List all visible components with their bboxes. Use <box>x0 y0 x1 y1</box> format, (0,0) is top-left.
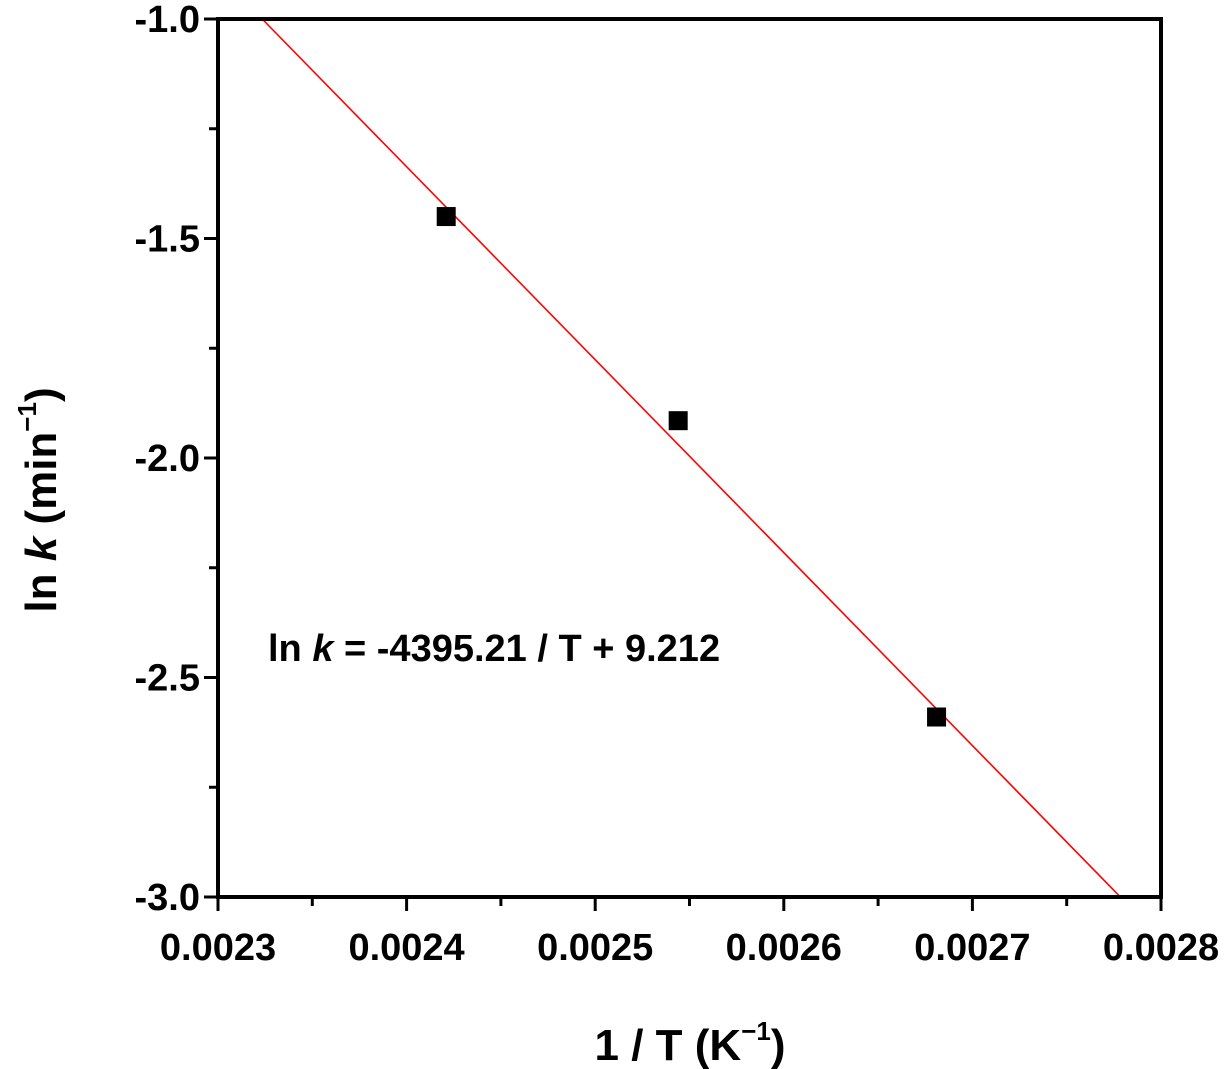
plot-frame <box>216 17 1163 899</box>
x-tick-label: 0.0024 <box>348 927 464 969</box>
y-tick-label: -3.0 <box>135 877 200 919</box>
x-tick-label: 0.0026 <box>726 927 842 969</box>
y-tick-label: -2.0 <box>135 438 200 480</box>
y-tick-label: -1.0 <box>135 0 200 41</box>
y-axis-title: ln k (min−1) <box>12 387 66 612</box>
x-tick-label: 0.0025 <box>537 927 653 969</box>
x-axis-title: 1 / T (K−1) <box>595 1016 786 1069</box>
x-tick-label: 0.0023 <box>160 927 276 969</box>
annotation-equation: ln k = -4395.21 / T + 9.212 <box>268 628 720 670</box>
x-tick-label: 0.0028 <box>1103 927 1219 969</box>
y-tick-label: -1.5 <box>135 219 200 261</box>
data-point <box>668 411 688 431</box>
data-point <box>927 707 947 727</box>
data-markers <box>436 207 947 727</box>
fit-line <box>261 18 1121 898</box>
x-tick-label: 0.0027 <box>914 927 1030 969</box>
tick-labels: 0.0023 0.0024 0.0025 0.0026 0.0027 0.0028 -1.0… <box>135 0 1220 969</box>
fit-line-group <box>261 18 1121 898</box>
axis-ticks <box>204 17 1163 911</box>
data-point <box>436 207 456 227</box>
y-tick-label: -2.5 <box>135 658 200 700</box>
